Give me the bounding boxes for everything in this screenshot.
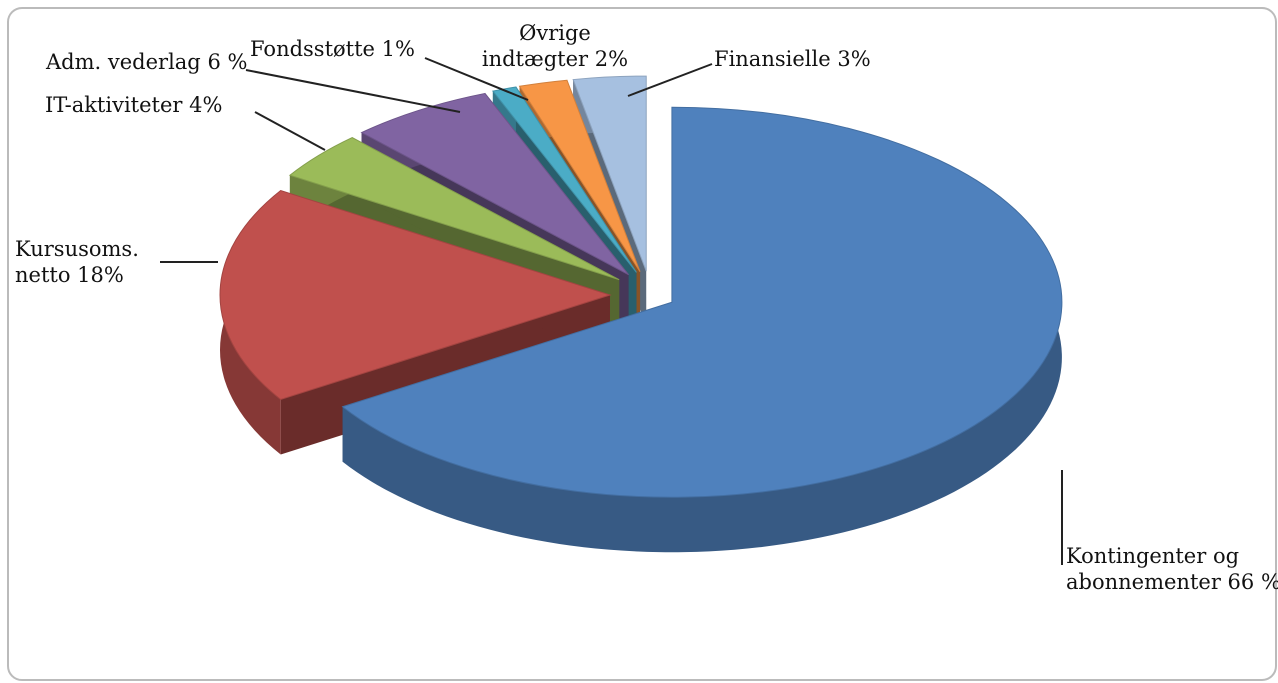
slice (341, 106, 1063, 498)
slice-label: Fondsstøtte 1% (250, 36, 450, 62)
slice (219, 189, 612, 401)
category-label: IT-aktiviteter (45, 93, 183, 117)
value-label: 3% (837, 47, 871, 71)
value-label: 18% (77, 263, 124, 287)
slice-label: Kontingenter og abonnementer 66 % (1066, 543, 1278, 595)
slice (491, 86, 637, 273)
slice (518, 79, 641, 273)
category-label: Adm. vederlag (46, 50, 201, 74)
leader-line (627, 63, 713, 97)
leader-line (245, 69, 461, 113)
slice (572, 75, 647, 272)
value-label: 6 % (207, 50, 248, 74)
category-label: Kursusoms. netto (15, 237, 139, 287)
category-label: Kontingenter og abonnementer (1066, 544, 1240, 594)
category-label: Øvrige indtægter (481, 21, 591, 71)
leader-line (424, 57, 529, 101)
value-label: 2% (594, 47, 629, 71)
value-label: 4% (189, 93, 223, 117)
leader-line (254, 111, 326, 151)
category-label: Fondsstøtte (250, 37, 375, 61)
slice-label: IT-aktiviteter 4% (45, 92, 275, 118)
value-label: 66 % (1227, 570, 1278, 594)
category-label: Finansielle (714, 47, 831, 71)
slice (360, 92, 629, 276)
value-label: 1% (381, 37, 415, 61)
slice-label: Kursusoms. netto 18% (15, 236, 165, 288)
slice (288, 136, 620, 281)
slice-label: Adm. vederlag 6 % (46, 49, 276, 75)
slice-label: Finansielle 3% (714, 46, 914, 72)
slice-label: Øvrige indtægter 2% (470, 20, 640, 72)
